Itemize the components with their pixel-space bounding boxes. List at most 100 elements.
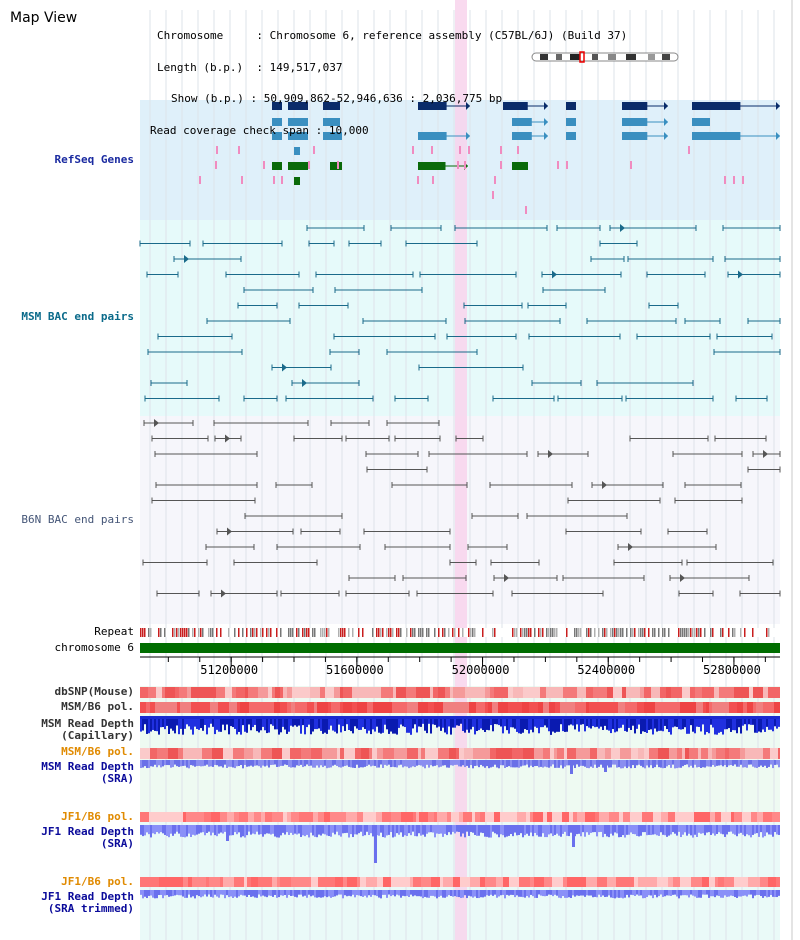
gene-exon[interactable] bbox=[288, 132, 308, 140]
msm-bac-label[interactable]: MSM BAC end pairs bbox=[21, 310, 134, 323]
msm-depth-sra-label-1[interactable]: MSM Read Depth bbox=[41, 760, 134, 773]
msm-cap-depth-bar bbox=[472, 716, 474, 727]
gene-exon[interactable] bbox=[566, 102, 576, 110]
msm-pol2-heat-cell bbox=[567, 748, 576, 759]
jf1-depth-sra-label-1[interactable]: JF1 Read Depth bbox=[41, 825, 134, 838]
jf1-pol-label[interactable]: JF1/B6 pol. bbox=[61, 810, 134, 823]
gene-exon[interactable] bbox=[323, 118, 340, 126]
msm-cap-depth-bar bbox=[674, 716, 676, 727]
msm-cap-depth-bar bbox=[686, 716, 688, 734]
jf1-trim-depth-bar bbox=[336, 890, 338, 896]
gene-exon[interactable] bbox=[622, 118, 648, 126]
gene-exon[interactable] bbox=[692, 118, 710, 126]
gene-exon[interactable] bbox=[272, 102, 282, 110]
msm-pol-heat-cell bbox=[618, 702, 625, 713]
jf1-sra-depth-bar bbox=[208, 825, 210, 832]
gene-exon[interactable] bbox=[418, 162, 446, 170]
gene-exon[interactable] bbox=[622, 132, 648, 140]
repeat-element bbox=[566, 628, 568, 637]
gene-exon[interactable] bbox=[272, 162, 282, 170]
msm-depth-cap-label-2[interactable]: (Capillary) bbox=[61, 729, 134, 742]
jf1-sra-depth-bar bbox=[730, 825, 732, 832]
repeat-element bbox=[492, 628, 494, 637]
msm-sra-depth-bar bbox=[492, 760, 494, 767]
jf1-trim-depth-bar bbox=[172, 890, 174, 897]
jf1-trim-depth-bar bbox=[692, 890, 694, 896]
msm-pol2-label[interactable]: MSM/B6 pol. bbox=[61, 745, 134, 758]
repeat-element bbox=[768, 628, 770, 637]
repeat-element bbox=[426, 628, 428, 637]
jf1-sra-depth-bar bbox=[608, 825, 610, 838]
gene-exon[interactable] bbox=[692, 132, 741, 140]
jf1-trim-depth-bar bbox=[516, 890, 518, 896]
repeat-element bbox=[686, 628, 688, 637]
jf1-pol-heat-cell bbox=[734, 812, 742, 822]
jf1-trim-depth-bar bbox=[276, 890, 278, 898]
msm-cap-depth-bar bbox=[494, 716, 496, 725]
dbsnp-label[interactable]: dbSNP(Mouse) bbox=[54, 685, 134, 698]
jf1-pol2-heat-cell bbox=[151, 877, 159, 887]
gene-exon[interactable] bbox=[566, 118, 576, 126]
gene-exon[interactable] bbox=[272, 132, 282, 140]
jf1-pol-heat-cell bbox=[630, 812, 635, 822]
gene-exon[interactable] bbox=[323, 132, 342, 140]
msm-cap-depth-bar bbox=[662, 716, 664, 732]
msm-cap-depth-bar bbox=[726, 716, 728, 730]
gene-exon[interactable] bbox=[272, 118, 282, 126]
gene-exon[interactable] bbox=[418, 132, 447, 140]
jf1-trim-depth-bar bbox=[444, 890, 446, 898]
gene-exon[interactable] bbox=[692, 102, 741, 110]
jf1-depth-sra-label-2[interactable]: (SRA) bbox=[100, 837, 134, 850]
msm-depth-cap-label-1[interactable]: MSM Read Depth bbox=[41, 717, 134, 730]
jf1-trim-depth-bar bbox=[570, 890, 572, 899]
jf1-sra-depth-bar bbox=[232, 825, 234, 836]
refseq-genes-label[interactable]: RefSeq Genes bbox=[54, 153, 134, 166]
msm-sra-depth-bar bbox=[754, 760, 756, 768]
msm-sra-depth-bar bbox=[414, 760, 416, 768]
gene-exon[interactable] bbox=[323, 102, 340, 110]
jf1-trim-depth-bar bbox=[346, 890, 348, 897]
msm-cap-depth-bar bbox=[594, 716, 596, 728]
gene-strand-arrow bbox=[776, 132, 780, 140]
gene-marker-tick bbox=[492, 191, 494, 199]
msm-pol2-heat-cell bbox=[689, 748, 698, 759]
gene-exon[interactable] bbox=[288, 102, 308, 110]
gene-exon[interactable] bbox=[330, 162, 342, 170]
jf1-pol2-heat-cell bbox=[269, 877, 272, 887]
ideogram[interactable] bbox=[531, 52, 679, 62]
gene-exon[interactable] bbox=[622, 102, 648, 110]
jf1-trim-depth-bar bbox=[198, 890, 200, 897]
chromosome-bar[interactable] bbox=[140, 643, 780, 653]
gene-exon[interactable] bbox=[418, 102, 447, 110]
repeat-element bbox=[522, 628, 524, 637]
chromosome-label[interactable]: chromosome 6 bbox=[54, 641, 134, 654]
repeat-label[interactable]: Repeat bbox=[94, 625, 134, 638]
gene-strand-arrow bbox=[664, 102, 668, 110]
gene-exon[interactable] bbox=[288, 118, 308, 126]
gene-exon[interactable] bbox=[512, 162, 528, 170]
msm-cap-depth-bar bbox=[740, 716, 742, 734]
gene-exon[interactable] bbox=[503, 102, 528, 110]
gene-marker-tick bbox=[273, 176, 275, 184]
gene-exon[interactable] bbox=[512, 118, 532, 126]
msm-cap-depth-bar bbox=[146, 716, 148, 734]
gene-exon[interactable] bbox=[566, 132, 576, 140]
b6n-bac-label[interactable]: B6N BAC end pairs bbox=[21, 513, 134, 526]
gene-exon[interactable] bbox=[512, 132, 532, 140]
msm-pol-label[interactable]: MSM/B6 pol. bbox=[61, 700, 134, 713]
repeat-element bbox=[344, 628, 346, 637]
msm-depth-sra-label-2[interactable]: (SRA) bbox=[100, 772, 134, 785]
jf1-depth-trim-label-2[interactable]: (SRA trimmed) bbox=[47, 902, 134, 915]
jf1-pol2-label[interactable]: JF1/B6 pol. bbox=[61, 875, 134, 888]
jf1-depth-trim-label-1[interactable]: JF1 Read Depth bbox=[41, 890, 134, 903]
msm-sra-depth-bar bbox=[634, 760, 636, 769]
jf1-trim-depth-bar bbox=[650, 890, 652, 896]
msm-cap-depth-bar bbox=[346, 716, 348, 725]
jf1-sra-depth-bar bbox=[676, 825, 678, 836]
jf1-trim-depth-bar bbox=[586, 890, 588, 896]
jf1-pol-heat-cell bbox=[543, 812, 547, 822]
msm-cap-depth-bar bbox=[436, 716, 438, 728]
gene-exon[interactable] bbox=[288, 162, 308, 170]
msm-pol-heat-cell bbox=[763, 702, 774, 713]
